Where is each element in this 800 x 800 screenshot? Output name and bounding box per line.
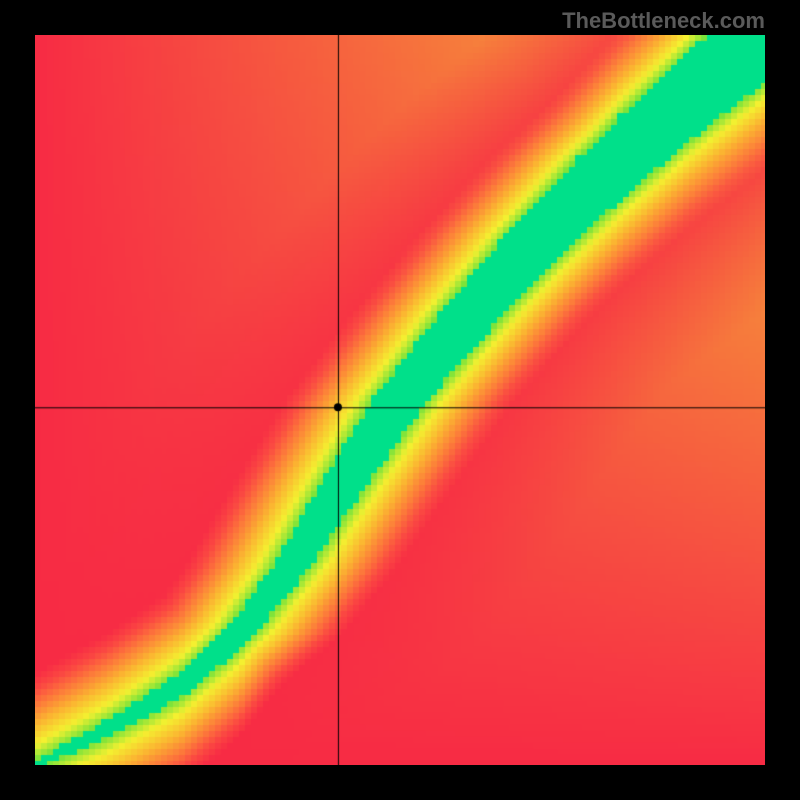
chart-frame: TheBottleneck.com <box>0 0 800 800</box>
watermark-text: TheBottleneck.com <box>562 8 765 34</box>
heatmap-plot <box>35 35 765 765</box>
heatmap-canvas <box>35 35 765 765</box>
